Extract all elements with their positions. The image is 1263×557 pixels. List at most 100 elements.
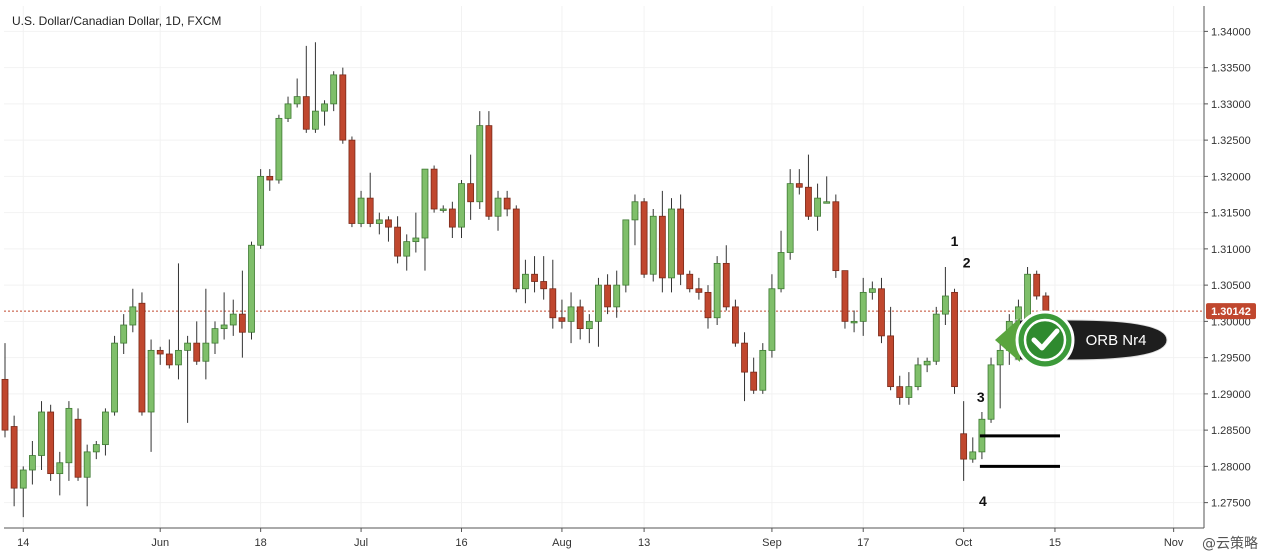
candle-body-up [65,407,73,464]
last-price-tag-bg [1206,303,1256,320]
candle [658,190,666,293]
candle-body-down [750,371,758,391]
candle [147,339,155,452]
candle-body-up [522,273,529,290]
candle-body-up [850,320,858,324]
candle-body-up [914,364,922,388]
last-price-label: 1.30142 [1211,306,1251,318]
candle [412,212,420,253]
candle-body-up [403,241,411,257]
candle-body-up [421,168,429,239]
candle [375,212,383,235]
candle [878,277,885,344]
candle-body-up [257,175,265,246]
candle-body-down [394,226,401,257]
candle-body-up [631,201,639,221]
candle [202,288,210,380]
candle-body-up [229,313,237,326]
candle-body-up [184,342,192,351]
candle-body-down [531,273,538,282]
candle [28,441,36,485]
candle-body-up [868,288,876,293]
candle [248,241,255,340]
candle-body-up [1024,273,1031,322]
candle-body-up [996,349,1004,366]
x-tick-label: 14 [17,537,29,549]
candle [92,441,100,460]
candle [284,96,292,122]
candle-body-up [476,125,484,203]
candle [613,270,621,318]
x-tick-label: Sep [762,537,782,549]
candle [896,375,904,405]
candle-body-down [448,208,456,228]
badge-arrow-icon [995,318,1020,362]
annotation-label: 1 [951,233,959,249]
candle [640,198,648,278]
x-tick-label: Aug [552,537,572,549]
candle [83,444,91,507]
candle [193,321,201,365]
candle-body-up [330,74,338,105]
candle-body-down [47,411,55,475]
candle-body-down [156,349,164,355]
annotation-label: 3 [977,389,985,405]
candle-body-down [658,215,666,279]
candle [932,306,940,365]
y-tick-label: 1.30000 [1211,316,1251,328]
candle-body-down [138,302,146,413]
candle-body-up [19,469,27,489]
candle-body-up [814,197,821,217]
y-tick-label: 1.34000 [1211,26,1251,38]
candle-body-down [732,306,739,344]
candle [421,168,429,271]
candle-body-down [348,139,356,224]
candle [403,234,411,271]
candle [649,209,657,282]
candle-body-up [1015,306,1022,322]
candle-body-up [494,197,502,217]
candle [923,357,931,373]
candle [330,71,338,112]
candle-body-up [759,349,767,391]
x-tick-label: 18 [255,537,267,549]
candle-body-down [640,201,648,275]
axes: 1.34000 1.33500 1.33000 1.32500 1.32000 1.315… [4,6,1251,549]
candle [229,299,237,336]
candle-body-up [987,364,995,420]
candle-body-up [293,96,301,105]
candle-body-up [357,197,365,224]
candle [266,169,274,191]
y-tick-label: 1.27500 [1211,498,1251,510]
candle-body-down [266,175,274,181]
candle [19,466,27,518]
candle-body-up [969,451,977,460]
candle [485,111,493,220]
candle [184,335,192,423]
candle [312,42,319,133]
candle-body-down [951,291,958,388]
candle [56,451,64,496]
candle-body-down [805,186,812,217]
last-price-tag: 1.30142 [1206,303,1256,320]
candle [585,314,593,344]
candle-body-up [458,183,465,228]
candle [357,190,365,228]
candle [1042,292,1050,315]
candle-body-up [275,117,283,181]
candle [503,190,511,217]
candle [175,263,182,380]
orb-badge-label: ORB Nr4 [1086,332,1147,349]
candle [914,357,922,391]
candle [348,136,356,228]
candle [1,343,9,438]
candle-body-down [1033,273,1041,297]
candle-body-up [768,288,776,351]
candle-body-up [713,262,721,319]
candle [430,165,438,213]
candle-body-down [385,219,392,228]
candle [686,270,694,293]
candle-body-up [585,320,593,330]
candle [549,259,557,329]
